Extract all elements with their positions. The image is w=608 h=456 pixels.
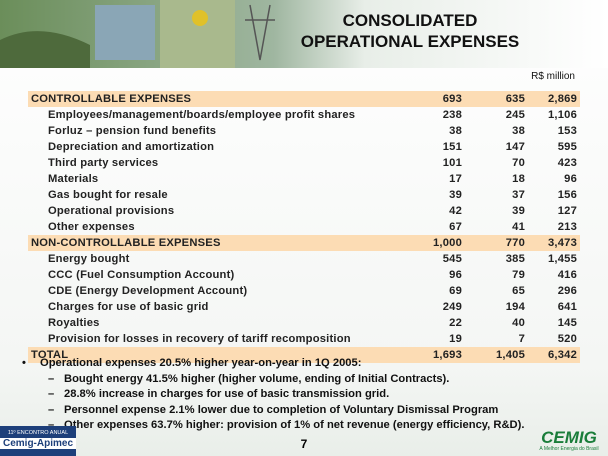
cell-value: 595: [557, 141, 577, 153]
cell-value: 416: [557, 269, 577, 281]
cell-value: 385: [505, 253, 525, 265]
row-label: CONTROLLABLE EXPENSES: [31, 93, 192, 105]
row-label: Employees/management/boards/employee pro…: [48, 109, 356, 121]
row-label: Royalties: [48, 317, 100, 329]
cell-value: 213: [557, 221, 577, 233]
cell-value: 145: [557, 317, 577, 329]
row-label: Materials: [48, 173, 99, 185]
row-label: NON-CONTROLLABLE EXPENSES: [31, 237, 221, 249]
cell-value: 19: [449, 333, 462, 345]
cell-value: 41: [512, 221, 525, 233]
cell-value: 96: [449, 269, 462, 281]
row-label: Operational provisions: [48, 205, 175, 217]
cell-value: 153: [557, 125, 577, 137]
row-label: CCC (Fuel Consumption Account): [48, 269, 235, 281]
cell-value: 147: [505, 141, 525, 153]
event-logo: 11º ENCONTRO ANUAL Cemig-Apimec: [0, 426, 76, 456]
cell-value: 7: [518, 333, 525, 345]
cell-value: 40: [512, 317, 525, 329]
item-row: Other expenses 67 41 213: [28, 219, 580, 235]
cell-value: 545: [442, 253, 462, 265]
cell-value: 96: [564, 173, 577, 185]
cell-value: 1,455: [548, 253, 577, 265]
cell-value: 1,106: [548, 109, 577, 121]
sub-bullet: 28.8% increase in charges for use of bas…: [20, 387, 590, 403]
item-row: Employees/management/boards/employee pro…: [28, 107, 580, 123]
brand-logo: CEMIG: [541, 428, 597, 447]
group-header-row: CONTROLLABLE EXPENSES 693 635 2,869: [28, 91, 580, 107]
row-label: Forluz – pension fund benefits: [48, 125, 217, 137]
sub-bullet: Personnel expense 2.1% lower due to comp…: [20, 403, 590, 419]
cell-value: 38: [449, 125, 462, 137]
cell-value: 38: [512, 125, 525, 137]
event-edition: 11º ENCONTRO ANUAL: [7, 430, 69, 436]
cell-value: 296: [557, 285, 577, 297]
row-label: Charges for use of basic grid: [48, 301, 209, 313]
cell-value: 151: [442, 141, 462, 153]
cell-value: 770: [505, 237, 525, 249]
item-row: Forluz – pension fund benefits 38 38 153: [28, 123, 580, 139]
cell-value: 3,473: [548, 237, 577, 249]
item-row: Gas bought for resale 39 37 156: [28, 187, 580, 203]
page-number: 7: [300, 437, 308, 451]
cell-value: 17: [449, 173, 462, 185]
cell-value: 79: [512, 269, 525, 281]
brand-tagline: A Melhor Energia do Brasil: [539, 446, 599, 452]
title-line: CONSOLIDATED: [342, 11, 478, 30]
row-label: CDE (Energy Development Account): [48, 285, 248, 297]
cell-value: 127: [557, 205, 577, 217]
item-row: Materials 17 18 96: [28, 171, 580, 187]
group-header-row: NON-CONTROLLABLE EXPENSES 1,000 770 3,473: [28, 235, 580, 251]
cell-value: 42: [449, 205, 462, 217]
sub-bullet: Other expenses 63.7% higher: provision o…: [20, 418, 590, 434]
event-name: Cemig-Apimec: [0, 438, 76, 449]
cell-value: 1,000: [433, 237, 462, 249]
row-label: Energy bought: [48, 253, 130, 265]
cell-value: 238: [442, 109, 462, 121]
item-row: CDE (Energy Development Account) 69 65 296: [28, 283, 580, 299]
cell-value: 635: [505, 93, 525, 105]
title-line: OPERATIONAL EXPENSES: [300, 32, 520, 51]
row-label: Third party services: [48, 157, 159, 169]
row-label: Gas bought for resale: [48, 189, 168, 201]
cell-value: 67: [449, 221, 462, 233]
cell-value: 101: [442, 157, 462, 169]
item-row: Energy bought 545 385 1,455: [28, 251, 580, 267]
item-row: Depreciation and amortization 151 147 595: [28, 139, 580, 155]
row-label: Provision for losses in recovery of tari…: [48, 333, 351, 345]
item-row: Charges for use of basic grid 249 194 641: [28, 299, 580, 315]
cell-value: 423: [557, 157, 577, 169]
row-label: Depreciation and amortization: [48, 141, 215, 153]
cell-value: 22: [449, 317, 462, 329]
cell-value: 693: [442, 93, 462, 105]
expense-table: CONTROLLABLE EXPENSES 693 635 2,869 Employee…: [28, 91, 580, 363]
cell-value: 69: [449, 285, 462, 297]
cell-value: 194: [505, 301, 525, 313]
cell-value: 65: [512, 285, 525, 297]
unit-label: R$ million: [531, 71, 575, 82]
item-row: CCC (Fuel Consumption Account) 96 79 416: [28, 267, 580, 283]
item-row: Provision for losses in recovery of tari…: [28, 331, 580, 347]
item-row: Third party services 101 70 423: [28, 155, 580, 171]
cell-value: 39: [512, 205, 525, 217]
slide-title: CONSOLIDATED OPERATIONAL EXPENSES: [300, 10, 520, 52]
cell-value: 37: [512, 189, 525, 201]
cell-value: 156: [557, 189, 577, 201]
cell-value: 70: [512, 157, 525, 169]
header-banner: [0, 0, 608, 68]
sub-bullet: Bought energy 41.5% higher (higher volum…: [20, 372, 590, 388]
cell-value: 249: [442, 301, 462, 313]
cell-value: 18: [512, 173, 525, 185]
cell-value: 39: [449, 189, 462, 201]
bullet-list: Operational expenses 20.5% higher year-o…: [20, 356, 590, 434]
cell-value: 520: [557, 333, 577, 345]
cell-value: 2,869: [548, 93, 577, 105]
cell-value: 641: [557, 301, 577, 313]
bullet: Operational expenses 20.5% higher year-o…: [20, 356, 590, 372]
row-label: Other expenses: [48, 221, 135, 233]
item-row: Operational provisions 42 39 127: [28, 203, 580, 219]
cell-value: 245: [505, 109, 525, 121]
item-row: Royalties 22 40 145: [28, 315, 580, 331]
